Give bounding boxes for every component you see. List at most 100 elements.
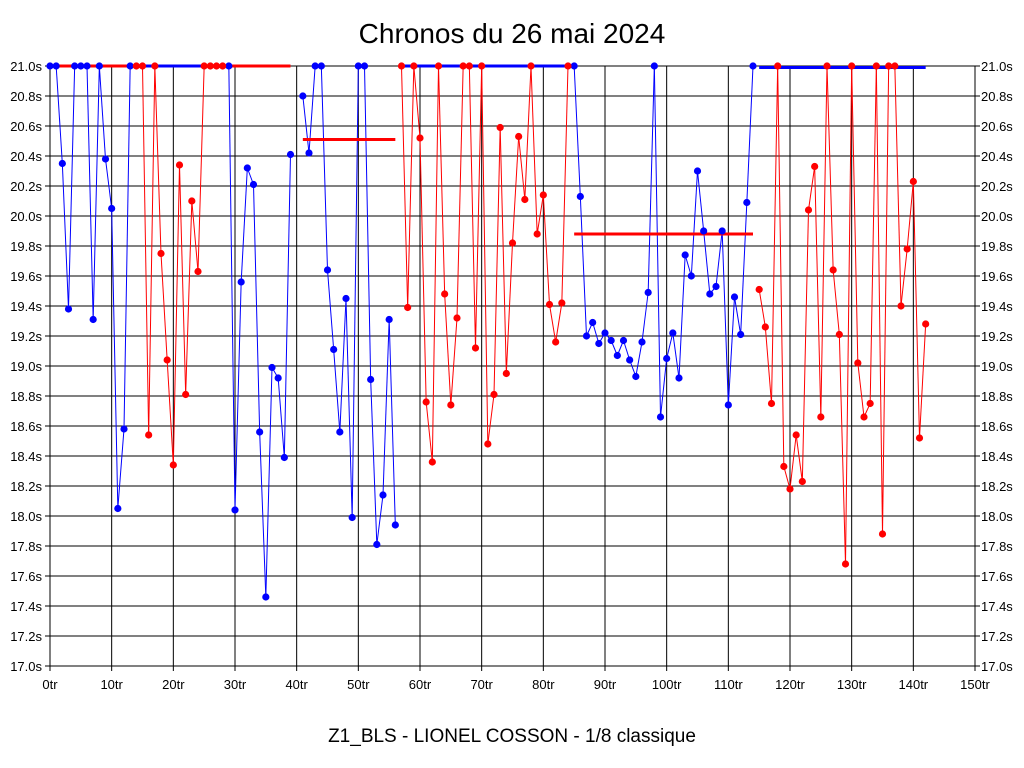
data-point: [767, 399, 776, 408]
series-line-segment: [820, 65, 828, 418]
x-tick-label: 30tr: [224, 677, 247, 692]
series-line-segment: [111, 208, 119, 509]
data-point: [811, 162, 819, 171]
y-tick-label-left: 19.8s: [10, 239, 42, 254]
data-point: [441, 290, 449, 298]
x-tick-label: 40tr: [285, 677, 308, 692]
data-point: [891, 62, 899, 70]
y-tick-label-left: 17.4s: [10, 599, 42, 614]
data-point: [286, 150, 295, 159]
data-point: [552, 338, 560, 346]
data-point: [422, 398, 430, 406]
series-line-segment: [197, 65, 205, 272]
y-tick-label-left: 20.2s: [10, 179, 42, 194]
series-line-segment: [740, 202, 748, 335]
data-point: [317, 62, 325, 70]
y-tick-label-right: 17.0s: [981, 659, 1013, 674]
data-point: [194, 267, 202, 276]
series-line-segment: [715, 230, 723, 287]
y-tick-label-left: 17.2s: [10, 629, 42, 644]
data-point: [188, 197, 196, 205]
y-tick-label-left: 17.8s: [10, 539, 42, 554]
series-line-segment: [339, 298, 347, 433]
y-tick-label-left: 19.6s: [10, 269, 42, 284]
data-point: [342, 294, 350, 303]
series-line-segment: [228, 65, 236, 511]
series-line-segment: [345, 298, 353, 518]
series-line-segment: [635, 341, 643, 377]
series-line-segment: [832, 269, 840, 335]
data-point: [434, 62, 443, 70]
series-line-segment: [875, 65, 883, 535]
data-point: [95, 62, 103, 70]
series-line-segment: [172, 164, 180, 466]
x-tick-label: 20tr: [162, 677, 185, 692]
series-line-segment: [882, 65, 890, 535]
data-point: [737, 330, 745, 339]
y-tick-label-left: 20.6s: [10, 119, 42, 134]
series-line-segment: [703, 230, 711, 295]
data-point: [490, 390, 498, 399]
series-line-segment: [185, 200, 193, 395]
series-line-segment: [641, 292, 649, 343]
data-point: [848, 62, 856, 70]
series-line-segment: [382, 319, 390, 496]
data-point: [632, 372, 640, 381]
data-point: [761, 323, 769, 331]
x-tick-label: 50tr: [347, 677, 370, 692]
data-point: [570, 62, 578, 70]
y-tick-label-left: 20.4s: [10, 149, 42, 164]
data-point: [718, 227, 726, 235]
series-line-segment: [364, 65, 372, 380]
vertical-gridlines: [49, 66, 976, 671]
y-tick-label-right: 18.6s: [981, 419, 1013, 434]
data-point: [619, 336, 628, 345]
y-tick-label-right: 17.8s: [981, 539, 1013, 554]
x-tick-label: 0tr: [42, 677, 58, 692]
data-point: [829, 266, 837, 274]
series-line-segment: [234, 281, 242, 511]
data-point: [897, 302, 905, 310]
data-point: [601, 329, 609, 337]
series-line-segment: [240, 167, 248, 283]
series-line-segment: [265, 367, 273, 598]
series-line-segment: [573, 65, 581, 197]
y-tick-label-left: 18.4s: [10, 449, 42, 464]
data-point: [755, 285, 763, 294]
data-point: [391, 521, 399, 529]
series-line-segment: [438, 65, 446, 295]
series-line-segment: [123, 65, 131, 430]
series-line-segment: [764, 326, 772, 404]
series-line-segment: [579, 196, 587, 337]
series-line-segment: [92, 65, 100, 320]
data-point: [410, 62, 418, 70]
chart-caption: Z1_BLS - LIONEL COSSON - 1/8 classique: [328, 726, 696, 747]
series-line-segment: [376, 494, 384, 545]
data-point: [256, 428, 264, 436]
data-point: [527, 62, 535, 70]
data-point: [922, 320, 930, 328]
data-point: [46, 62, 54, 70]
data-point: [484, 440, 492, 448]
data-point: [206, 62, 214, 70]
x-tick-label: 150tr: [960, 677, 990, 692]
y-tick-label-left: 17.0s: [10, 659, 42, 674]
data-point: [743, 198, 751, 207]
data-point: [607, 336, 615, 345]
x-tick-label: 60tr: [409, 677, 432, 692]
series-line-segment: [758, 289, 766, 328]
y-tick-label-left: 20.8s: [10, 89, 42, 104]
series-line-segment: [783, 466, 791, 490]
series-line-segment: [351, 65, 359, 518]
data-point: [323, 266, 332, 274]
data-point: [502, 369, 510, 378]
data-point: [817, 413, 825, 421]
data-point: [687, 272, 695, 280]
data-point: [219, 62, 227, 70]
data-point: [360, 62, 369, 70]
data-point: [724, 401, 732, 409]
series-line-segment: [117, 428, 125, 509]
series-line-segment: [690, 170, 698, 277]
series-line-segment: [518, 136, 526, 200]
series-line-segment: [55, 65, 63, 164]
